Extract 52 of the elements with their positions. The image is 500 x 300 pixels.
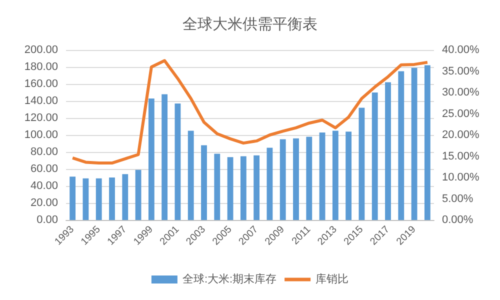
bar: [411, 68, 418, 220]
bar: [240, 156, 246, 220]
bar: [227, 157, 234, 220]
y2-tick-label: 10.00%: [442, 172, 480, 184]
y-tick-label: 200.00: [24, 44, 58, 56]
y-tick-label: 100.00: [24, 129, 58, 141]
y-tick-label: 0.00: [36, 214, 58, 226]
y2-tick-label: 30.00%: [442, 86, 480, 98]
bar: [162, 94, 168, 220]
legend-label: 库销比: [316, 272, 349, 286]
bar: [109, 178, 115, 220]
y-tick-label: 120.00: [24, 112, 58, 124]
bar: [174, 104, 181, 220]
bar: [319, 132, 326, 220]
bar: [306, 136, 312, 220]
bar: [96, 178, 102, 220]
y-tick-label: 140.00: [24, 95, 58, 107]
y2-tick-label: 0.00%: [442, 214, 474, 226]
bar: [372, 92, 378, 220]
bar: [424, 65, 430, 220]
y2-tick-label: 40.00%: [442, 44, 480, 56]
y2-tick-label: 15.00%: [442, 150, 480, 162]
y2-tick-label: 20.00%: [442, 129, 480, 141]
bar: [346, 132, 352, 220]
y2-tick-label: 5.00%: [442, 192, 474, 205]
legend-label: 全球:大米:期末库存: [182, 272, 277, 286]
bar: [82, 178, 89, 220]
bar: [398, 71, 404, 220]
y-tick-label: 20.00: [30, 197, 58, 209]
bar: [254, 155, 260, 220]
bar: [293, 138, 299, 220]
bar: [148, 98, 154, 220]
y-tick-label: 80.00: [30, 146, 58, 158]
bar: [385, 82, 391, 220]
y-tick-label: 40.00: [30, 180, 58, 192]
bar: [201, 145, 207, 220]
bar: [70, 176, 76, 220]
y2-tick-label: 35.00%: [442, 65, 480, 78]
y2-tick-label: 25.00%: [442, 108, 480, 120]
bar: [266, 148, 273, 220]
bar: [135, 170, 142, 220]
bar: [188, 130, 194, 220]
chart-title: 全球大米供需平衡表: [182, 16, 318, 33]
bar: [122, 174, 128, 220]
y-tick-label: 180.00: [24, 61, 58, 73]
bar: [358, 108, 365, 220]
line-series: [71, 59, 429, 165]
bar: [214, 154, 220, 220]
bar: [280, 139, 286, 220]
y-tick-label: 160.00: [24, 78, 58, 90]
y-tick-label: 60.00: [30, 163, 58, 175]
bar: [332, 130, 338, 220]
